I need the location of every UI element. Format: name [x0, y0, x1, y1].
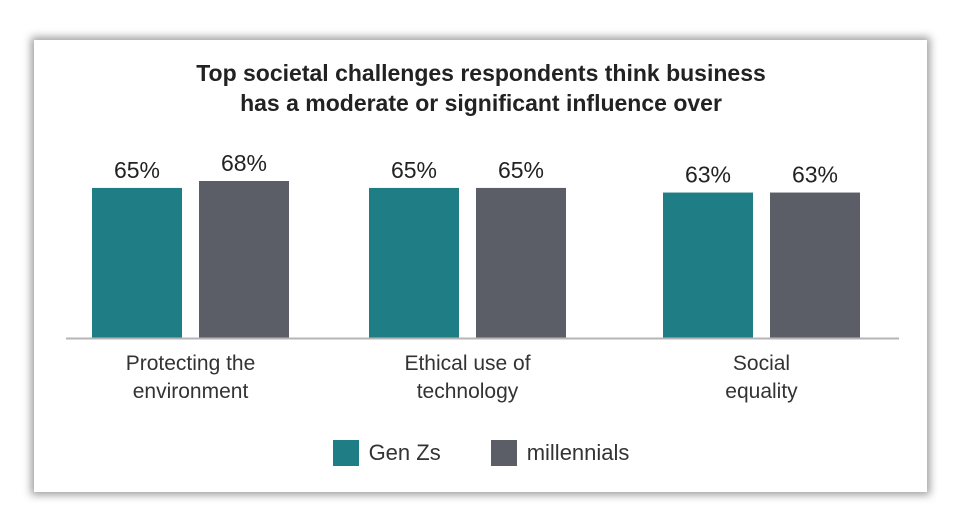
category-label-2-line-0: Social — [733, 352, 790, 375]
bar-gen-zs-0 — [92, 187, 182, 338]
legend-item-gen-zs: Gen Zs — [332, 440, 441, 466]
data-label-gen-zs-1: 65% — [391, 157, 437, 183]
category-label-0-line-0: Protecting the — [126, 352, 256, 375]
legend-label-gen-zs: Gen Zs — [368, 440, 441, 465]
bar-millennials-1 — [476, 187, 566, 338]
data-label-gen-zs-2: 63% — [685, 162, 731, 188]
chart-title-line-1: Top societal challenges respondents thin… — [196, 60, 766, 86]
legend-swatch-gen-zs — [332, 440, 359, 466]
bar-millennials-2 — [770, 192, 860, 338]
chart-title: Top societal challenges respondents thin… — [0, 58, 962, 118]
category-label-1-line-0: Ethical use of — [404, 352, 530, 375]
bar-millennials-0 — [199, 181, 289, 338]
chart-title-line-2: has a moderate or significant influence … — [240, 90, 722, 116]
data-label-gen-zs-0: 65% — [114, 157, 160, 183]
data-label-millennials-0: 68% — [221, 150, 267, 176]
category-label-0-line-1: environment — [133, 380, 249, 403]
legend-label-millennials: millennials — [526, 440, 630, 465]
bar-gen-zs-2 — [663, 192, 753, 338]
bar-gen-zs-1 — [369, 187, 459, 338]
legend-item-millennials: millennials — [490, 440, 630, 466]
legend-swatch-millennials — [490, 440, 517, 466]
data-label-millennials-2: 63% — [792, 162, 838, 188]
legend: Gen Zs millennials — [0, 440, 962, 466]
data-label-millennials-1: 65% — [498, 157, 544, 183]
category-label-2-line-1: equality — [725, 380, 798, 403]
category-label-1-line-1: technology — [417, 380, 519, 403]
